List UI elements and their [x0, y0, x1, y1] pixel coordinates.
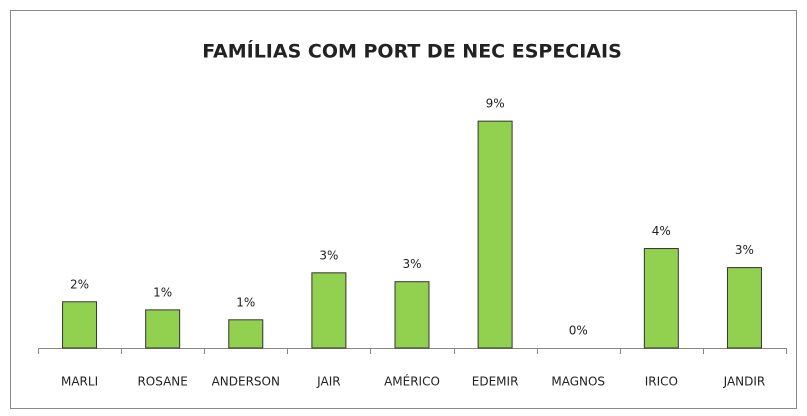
x-tick-label: EDEMIR [472, 375, 519, 389]
chart-title: FAMÍLIAS COM PORT DE NEC ESPECIAIS [202, 40, 622, 63]
data-label: 9% [486, 97, 505, 111]
data-label: 1% [236, 295, 255, 309]
bar [394, 281, 430, 349]
bar [228, 319, 264, 349]
bar [62, 301, 98, 349]
data-label: 3% [319, 248, 338, 262]
x-tick-label: AMÉRICO [384, 374, 440, 389]
data-label: 3% [735, 243, 754, 257]
x-tick-label: JAIR [316, 375, 340, 389]
x-tick-label: MAGNOS [551, 375, 605, 389]
data-label: 1% [153, 285, 172, 299]
bar [643, 248, 679, 349]
data-label: 2% [70, 277, 89, 291]
bar [311, 272, 347, 349]
x-tick-label: IRICO [645, 375, 678, 389]
x-tick-label: ANDERSON [212, 375, 280, 389]
bar [145, 309, 181, 349]
data-label: 3% [402, 257, 421, 271]
x-tick-label: MARLI [61, 375, 98, 389]
x-tick-label: JANDIR [723, 375, 766, 389]
bar [726, 267, 762, 349]
data-label: 4% [652, 224, 671, 238]
x-tick-label: ROSANE [137, 375, 187, 389]
data-label: 0% [569, 324, 588, 338]
bar [477, 120, 513, 349]
